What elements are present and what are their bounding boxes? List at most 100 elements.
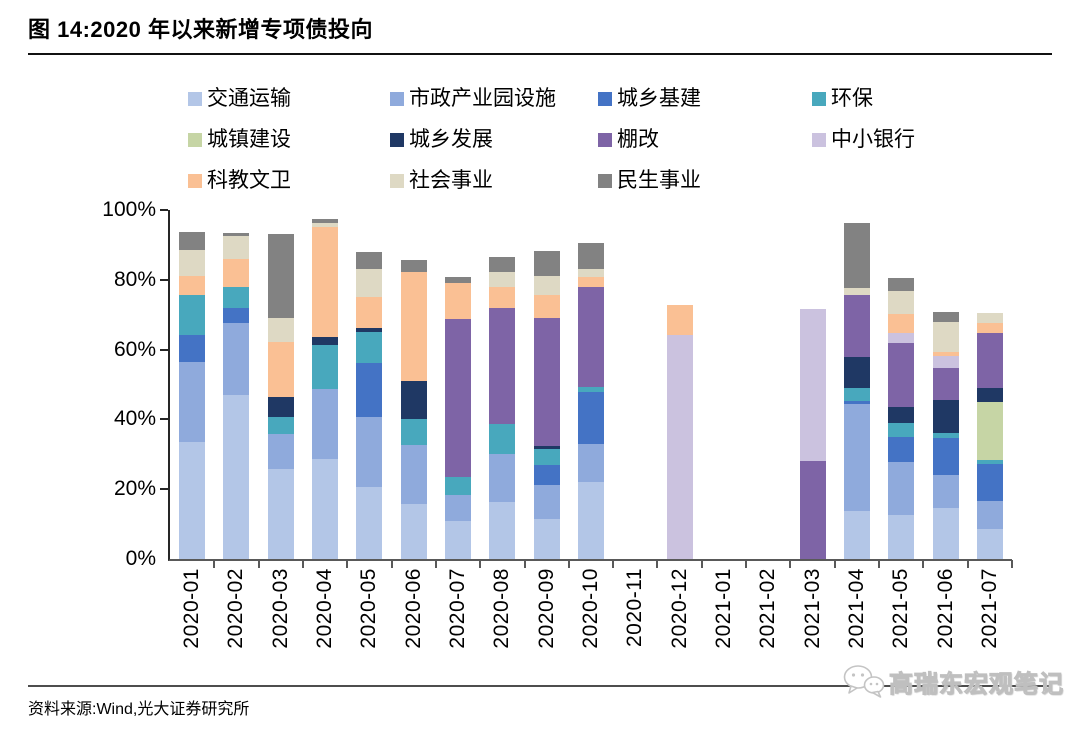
category-2021-03: 2021-03	[790, 210, 836, 649]
bar-segment-科教文卫	[976, 323, 1003, 334]
legend-item-7: 棚改	[598, 127, 812, 153]
bar-segment-社会事业	[843, 288, 870, 295]
bar-segment-城乡基建	[356, 362, 383, 417]
x-axis-label: 2021-02	[756, 568, 780, 649]
bar-segment-环保	[489, 424, 516, 454]
category-2021-06: 2021-06	[923, 210, 969, 649]
bar-segment-民生事业	[400, 259, 427, 273]
bar-segment-城乡发展	[843, 357, 870, 388]
x-axis-label: 2020-08	[490, 568, 514, 649]
bar-segment-市政产业园设施	[533, 485, 560, 519]
x-label-wrap: 2021-03	[790, 568, 834, 649]
bar-segment-环保	[356, 332, 383, 363]
x-label-wrap: 2020-10	[569, 568, 613, 649]
bar-segment-社会事业	[888, 291, 915, 315]
y-axis-label: 100%	[102, 198, 156, 221]
bar-segment-环保	[445, 477, 472, 496]
legend-label: 市政产业园设施	[409, 87, 556, 110]
bar-segment-市政产业园设施	[179, 361, 206, 443]
bar-segment-棚改	[445, 318, 472, 477]
bar-segment-环保	[267, 416, 294, 434]
bar-segment-城乡基建	[179, 335, 206, 362]
legend-label: 城乡基建	[617, 87, 701, 110]
category-2021-07: 2021-07	[968, 210, 1013, 649]
x-axis-label: 2020-12	[667, 568, 691, 649]
y-axis-label: 20%	[113, 477, 156, 501]
bar-segment-民生事业	[932, 311, 959, 323]
stacked-bar-2020-11	[622, 210, 648, 559]
category-2020-05: 2020-05	[347, 210, 393, 649]
x-axis-label: 2021-04	[844, 568, 868, 649]
bar-segment-环保	[843, 388, 870, 402]
x-label-wrap: 2021-02	[746, 568, 790, 649]
bar-segment-市政产业园设施	[267, 433, 294, 469]
stacked-bar-2020-03	[267, 210, 294, 559]
x-label-wrap: 2020-01	[170, 568, 214, 649]
stacked-bar-2020-08	[489, 210, 516, 559]
legend-item-9: 科教文卫	[188, 168, 390, 194]
x-label-wrap: 2020-02	[214, 568, 258, 649]
y-axis-label: 40%	[113, 407, 156, 431]
bar-segment-民生事业	[356, 251, 383, 269]
bar-segment-城镇建设	[976, 401, 1003, 460]
figure-title: 图 14:2020 年以来新增专项债投向	[28, 17, 373, 42]
legend-label: 科教文卫	[207, 169, 291, 192]
x-axis-tick	[301, 560, 304, 568]
x-axis-label: 2020-07	[446, 568, 470, 649]
category-2020-04: 2020-04	[303, 210, 349, 649]
x-axis-label: 2021-03	[800, 568, 824, 649]
x-axis-tick	[656, 560, 659, 568]
bar-segment-城乡发展	[267, 397, 294, 417]
bar-segment-城乡基建	[533, 465, 560, 486]
category-2020-06: 2020-06	[392, 210, 437, 649]
stacked-bar-2021-04	[843, 210, 870, 559]
bar-segment-社会事业	[533, 275, 560, 295]
bar-segment-环保	[312, 344, 339, 389]
stacked-bar-2021-06	[932, 210, 959, 559]
bar-segment-环保	[577, 387, 604, 393]
bar-segment-交通运输	[223, 394, 250, 559]
category-2020-10: 2020-10	[569, 210, 615, 649]
category-2020-12: 2020-12	[657, 210, 703, 649]
legend-swatch-icon	[188, 133, 202, 147]
bar-segment-交通运输	[843, 510, 870, 559]
category-2021-04: 2021-04	[835, 210, 881, 649]
legend-item-5: 城镇建设	[188, 127, 390, 153]
legend-item-10: 社会事业	[390, 168, 598, 194]
bar-segment-环保	[400, 418, 427, 446]
y-axis-tick	[160, 348, 168, 351]
bar-segment-城乡发展	[888, 406, 915, 423]
x-axis-tick	[523, 560, 526, 568]
bar-segment-城乡基建	[223, 308, 250, 324]
legend-label: 城镇建设	[207, 128, 291, 151]
y-axis-tick	[160, 278, 168, 281]
category-2020-01: 2020-01	[170, 210, 216, 649]
category-2020-11: 2020-11	[613, 210, 659, 647]
bar-segment-棚改	[799, 460, 826, 559]
bar-segment-中小银行	[932, 355, 959, 369]
bar-segment-棚改	[976, 333, 1003, 388]
legend-swatch-icon	[390, 133, 404, 147]
bar-segment-科教文卫	[888, 314, 915, 333]
bar-segment-市政产业园设施	[400, 445, 427, 505]
bar-segment-社会事业	[223, 235, 250, 259]
bar-segment-交通运输	[400, 504, 427, 559]
x-axis-label: 2021-06	[933, 568, 957, 649]
bar-segment-民生事业	[489, 257, 516, 273]
legend-swatch-icon	[598, 133, 612, 147]
bar-segment-交通运输	[312, 458, 339, 559]
category-2020-03: 2020-03	[259, 210, 304, 649]
bar-segment-环保	[932, 433, 959, 438]
x-label-wrap: 2021-06	[923, 568, 967, 649]
legend-label: 社会事业	[409, 169, 493, 192]
legend-swatch-icon	[812, 133, 826, 147]
legend-item-2: 市政产业园设施	[390, 86, 598, 112]
bar-segment-市政产业园设施	[356, 416, 383, 487]
source-note: 资料来源:Wind,光大证券研究所	[28, 701, 250, 718]
legend-label: 城乡发展	[409, 128, 493, 151]
bar-segment-交通运输	[533, 518, 560, 559]
stacked-bar-2020-02	[223, 210, 250, 559]
x-axis-tick	[1010, 560, 1013, 568]
bar-segment-市政产业园设施	[577, 443, 604, 482]
x-label-wrap: 2020-11	[613, 568, 657, 647]
